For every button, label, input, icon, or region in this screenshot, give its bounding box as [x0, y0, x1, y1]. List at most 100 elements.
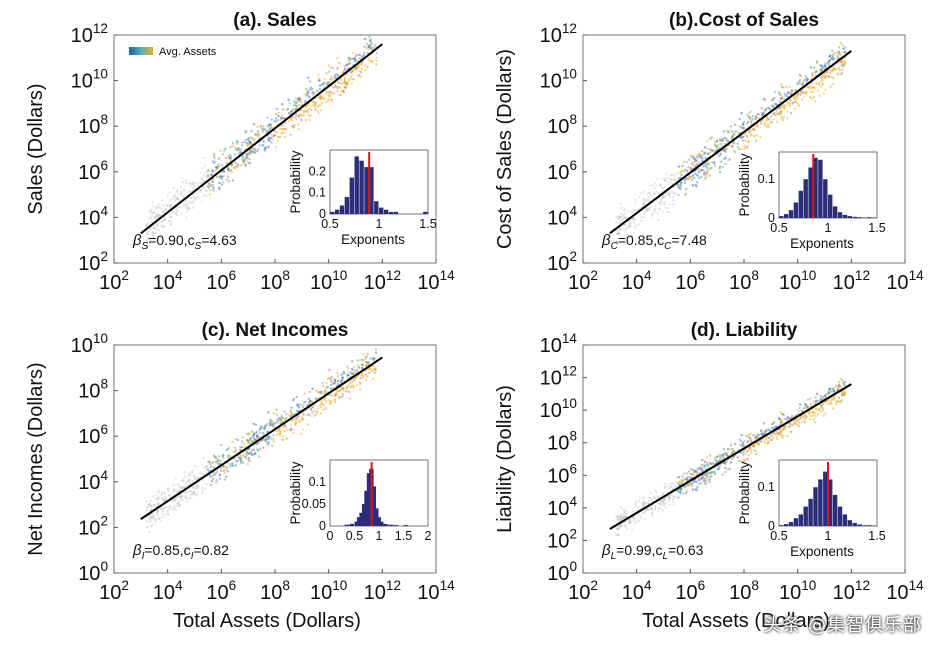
data-point [292, 399, 295, 402]
data-point [308, 80, 312, 83]
data-point [188, 181, 191, 185]
data-point [840, 72, 844, 75]
data-point [655, 184, 658, 187]
data-point [842, 392, 845, 395]
data-point [656, 177, 659, 181]
data-point [181, 181, 184, 184]
x-tick-label: 1010 [779, 578, 817, 604]
data-point [798, 421, 801, 424]
data-point [244, 141, 247, 144]
data-point [164, 505, 167, 509]
data-point [295, 395, 298, 399]
data-point [744, 453, 747, 456]
data-point [297, 114, 301, 117]
data-point [308, 96, 311, 99]
data-point [184, 482, 187, 485]
data-point [713, 456, 717, 459]
data-point [257, 436, 261, 439]
data-point [202, 179, 206, 182]
data-point [618, 515, 621, 518]
data-point [767, 106, 770, 109]
data-point [157, 496, 160, 499]
data-point [243, 446, 246, 449]
inset-x-tick-label: 1 [376, 529, 383, 543]
data-point [623, 512, 627, 516]
data-point [258, 428, 261, 432]
data-point [191, 486, 194, 489]
data-point [274, 117, 278, 120]
inset-y-tick-label: 0.2 [309, 164, 326, 178]
data-point [833, 67, 836, 71]
data-point [345, 386, 348, 389]
data-point [322, 408, 325, 411]
x-tick-label: 106 [206, 578, 236, 604]
data-point [195, 198, 198, 201]
data-point [642, 510, 646, 513]
data-point [618, 231, 621, 234]
y-axis-label: Net Incomes (Dollars) [25, 362, 47, 555]
y-tick-label: 100 [547, 559, 577, 585]
data-point [206, 464, 209, 468]
data-point [668, 496, 671, 499]
data-point [163, 498, 166, 502]
data-point [186, 484, 189, 487]
data-point [167, 493, 170, 496]
data-point [686, 169, 689, 173]
data-point [706, 168, 709, 171]
histogram-bar [852, 216, 857, 218]
chart-title: (b).Cost of Sales [669, 10, 819, 31]
data-point [762, 97, 766, 101]
data-point [668, 193, 671, 196]
inset-x-tick-label: 0.5 [770, 529, 787, 543]
data-point [637, 519, 641, 523]
data-point [747, 433, 751, 436]
data-point [772, 432, 776, 435]
legend-label: Avg. Assets [159, 46, 217, 58]
inset-y-tick-label: 0.1 [758, 480, 775, 494]
data-point [689, 154, 692, 157]
data-point [820, 65, 824, 69]
data-point [726, 468, 730, 471]
data-point [153, 226, 156, 229]
data-point [172, 483, 176, 487]
data-point [844, 380, 847, 384]
y-tick-label: 1014 [540, 331, 578, 357]
data-point [625, 233, 629, 236]
data-point [347, 367, 350, 370]
data-point [621, 517, 625, 520]
data-point [659, 503, 663, 507]
data-point [657, 507, 661, 510]
data-point [741, 123, 745, 126]
data-point [627, 224, 631, 227]
data-point [179, 185, 183, 189]
data-point [754, 115, 757, 118]
data-point [167, 513, 170, 516]
data-point [284, 417, 288, 420]
data-point [208, 474, 211, 477]
inset-y-tick-label: 0.1 [309, 475, 326, 489]
data-point [200, 180, 204, 184]
data-point [656, 212, 659, 215]
data-point [661, 210, 664, 213]
data-point [785, 104, 788, 107]
data-point [303, 392, 306, 395]
data-point [751, 115, 754, 118]
data-point [643, 512, 646, 515]
data-point [646, 193, 649, 196]
data-point [670, 190, 674, 193]
data-point [212, 454, 216, 457]
data-point [169, 507, 173, 511]
data-point [145, 223, 148, 226]
data-point [203, 466, 206, 469]
data-point [740, 434, 743, 437]
data-point [146, 506, 149, 509]
data-point [157, 223, 160, 226]
data-point [366, 362, 369, 365]
data-point [657, 496, 660, 499]
chart-title: (a). Sales [233, 10, 316, 31]
data-point [157, 517, 160, 520]
data-point [311, 91, 314, 94]
data-point [817, 83, 821, 87]
data-point [310, 108, 313, 112]
data-point [645, 210, 648, 213]
